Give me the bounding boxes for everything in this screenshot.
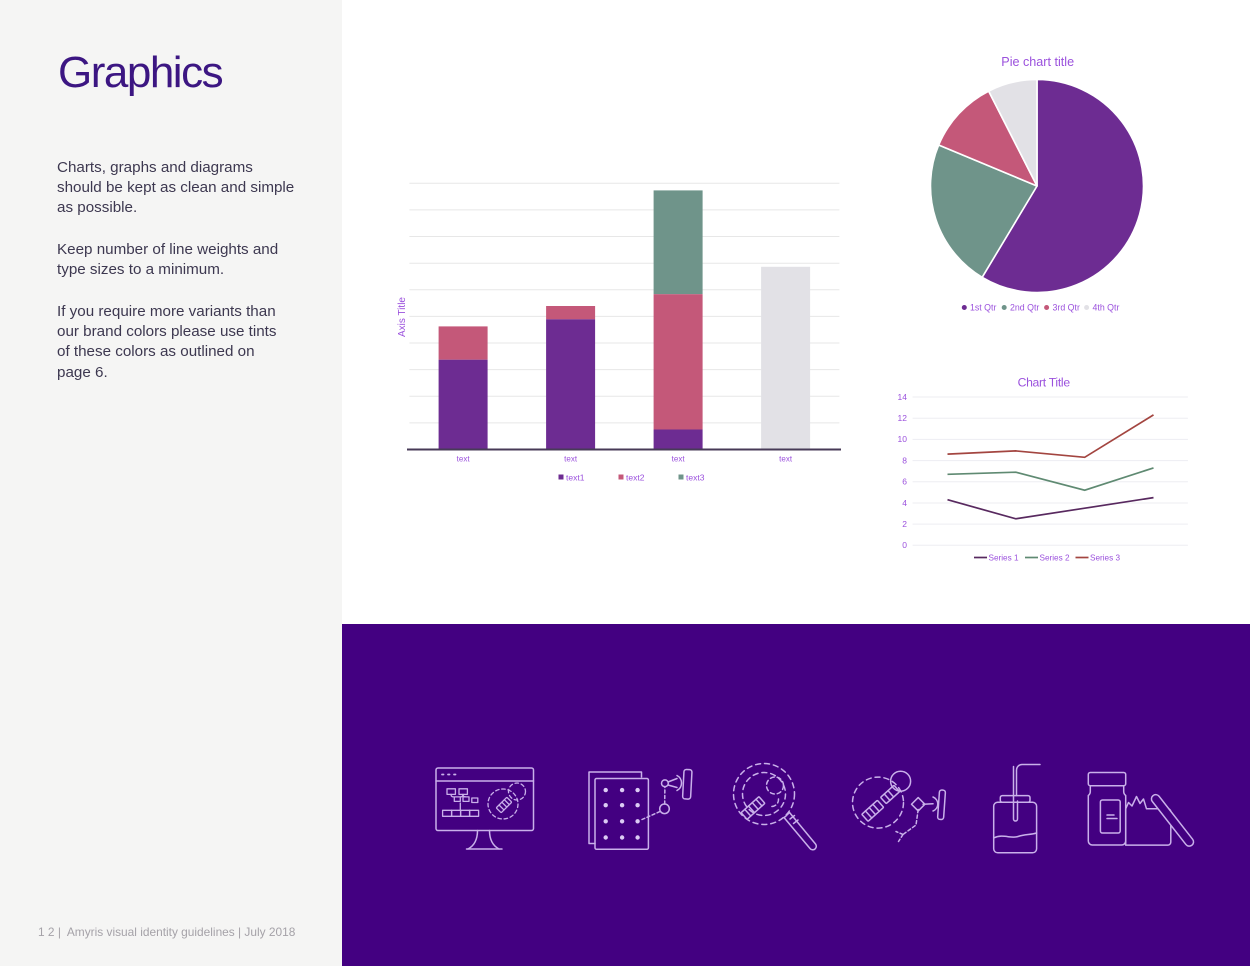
svg-text:Series 2: Series 2 xyxy=(1040,554,1070,563)
svg-text:Series 1: Series 1 xyxy=(989,554,1019,563)
svg-text:6: 6 xyxy=(902,477,907,487)
svg-text:10: 10 xyxy=(898,434,908,444)
svg-text:1st Qtr: 1st Qtr xyxy=(970,303,996,313)
svg-text:Series 3: Series 3 xyxy=(1090,554,1120,563)
svg-text:2nd Qtr: 2nd Qtr xyxy=(1010,303,1039,313)
svg-text:text1: text1 xyxy=(566,473,585,483)
svg-text:4th Qtr: 4th Qtr xyxy=(1093,303,1120,313)
svg-text:2: 2 xyxy=(902,519,907,529)
svg-text:0: 0 xyxy=(902,540,907,550)
svg-text:text: text xyxy=(457,455,471,464)
svg-text:Axis Title: Axis Title xyxy=(397,297,408,337)
svg-text:Chart Title: Chart Title xyxy=(1018,376,1071,390)
svg-text:12: 12 xyxy=(898,413,908,423)
svg-text:8: 8 xyxy=(902,455,907,465)
svg-text:text: text xyxy=(779,455,793,464)
svg-text:text2: text2 xyxy=(626,473,645,483)
svg-text:4: 4 xyxy=(902,498,907,508)
svg-text:Pie chart title: Pie chart title xyxy=(1001,55,1074,69)
svg-text:text: text xyxy=(672,455,686,464)
svg-text:14: 14 xyxy=(898,392,908,402)
svg-text:text: text xyxy=(564,455,578,464)
svg-text:text3: text3 xyxy=(686,473,705,483)
svg-text:3rd Qtr: 3rd Qtr xyxy=(1053,303,1080,313)
